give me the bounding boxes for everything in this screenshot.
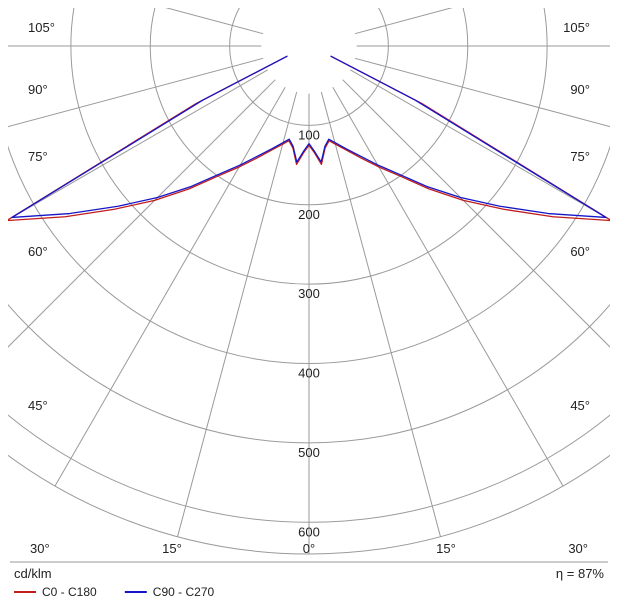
- angle-tick-label: 0°: [303, 541, 315, 556]
- grid: [0, 0, 618, 554]
- legend-label: C90 - C270: [153, 585, 215, 599]
- axis-unit-label: cd/klm: [14, 566, 52, 581]
- angle-tick-label: 15°: [162, 541, 182, 556]
- angle-tick-label: 105°: [28, 20, 55, 35]
- polar-chart-svg: 100 200 300 400 500 600 30° 15° 0° 15° 30° 45° 60° 75…: [0, 0, 618, 610]
- angle-tick-label: 45°: [570, 398, 590, 413]
- angle-tick-label: 45°: [28, 398, 48, 413]
- radial-tick-label: 300: [298, 286, 320, 301]
- radial-tick-label: 200: [298, 207, 320, 222]
- angle-tick-label: 75°: [570, 149, 590, 164]
- efficiency-label: η = 87%: [556, 566, 605, 581]
- radial-tick-label: 500: [298, 445, 320, 460]
- angle-tick-label: 30°: [568, 541, 588, 556]
- angle-tick-label: 75°: [28, 149, 48, 164]
- radial-tick-label: 100: [298, 127, 320, 142]
- polar-photometric-chart: { "chart": { "type": "polar-photometric"…: [0, 0, 618, 610]
- angle-tick-label: 30°: [30, 541, 50, 556]
- angle-tick-label: 15°: [436, 541, 456, 556]
- angle-tick-label: 60°: [570, 244, 590, 259]
- angle-tick-label: 90°: [28, 82, 48, 97]
- legend-label: C0 - C180: [42, 585, 97, 599]
- angle-tick-label: 60°: [28, 244, 48, 259]
- angle-tick-label: 105°: [563, 20, 590, 35]
- radial-tick-label: 400: [298, 366, 320, 381]
- angle-tick-label: 90°: [570, 82, 590, 97]
- radial-tick-label: 600: [298, 524, 320, 539]
